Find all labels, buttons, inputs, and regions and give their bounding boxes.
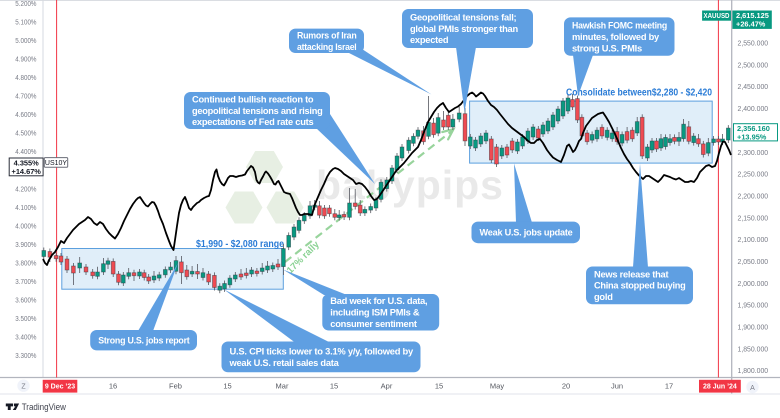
- svg-text:3.600%: 3.600%: [15, 298, 36, 305]
- svg-text:2,300.000: 2,300.000: [738, 150, 769, 157]
- svg-text:2,356.160: 2,356.160: [737, 124, 770, 133]
- svg-text:9 Dec ’23: 9 Dec ’23: [45, 384, 75, 391]
- svg-text:4.355%: 4.355%: [14, 158, 39, 167]
- svg-text:Z: Z: [21, 384, 26, 391]
- svg-text:4.400%: 4.400%: [15, 149, 36, 156]
- svg-text:5.100%: 5.100%: [15, 20, 36, 27]
- svg-text:Weak U.S. jobs update: Weak U.S. jobs update: [480, 228, 573, 238]
- svg-text:2,150.000: 2,150.000: [738, 215, 769, 222]
- svg-text:Apr: Apr: [381, 381, 393, 390]
- svg-text:2,050.000: 2,050.000: [738, 259, 769, 266]
- svg-text:3.700%: 3.700%: [15, 279, 36, 286]
- svg-text:4.900%: 4.900%: [15, 57, 36, 64]
- svg-text:4.100%: 4.100%: [15, 205, 36, 212]
- svg-text:20: 20: [562, 381, 570, 390]
- svg-text:Jun: Jun: [611, 381, 623, 390]
- svg-text:4.200%: 4.200%: [15, 186, 36, 193]
- svg-text:2,100.000: 2,100.000: [738, 237, 769, 244]
- svg-text:A: A: [750, 385, 755, 392]
- svg-text:5.000%: 5.000%: [15, 38, 36, 45]
- svg-text:1,900.000: 1,900.000: [738, 325, 769, 332]
- svg-text:Continued bullish reaction tog: Continued bullish reaction to geopolitica…: [192, 94, 323, 127]
- svg-text:3.800%: 3.800%: [15, 260, 36, 267]
- svg-text:+14.67%: +14.67%: [12, 167, 42, 176]
- svg-text:TradingView: TradingView: [22, 402, 67, 412]
- svg-text:babypips: babypips: [316, 162, 504, 208]
- svg-text:Feb: Feb: [169, 381, 182, 390]
- svg-text:2,615.125: 2,615.125: [736, 11, 769, 20]
- svg-text:17: 17: [665, 381, 673, 390]
- svg-text:Consolidate between$2,280 - $2: Consolidate between$2,280 - $2,420: [566, 88, 712, 99]
- svg-text:2,550.000: 2,550.000: [738, 41, 769, 48]
- svg-text:15: 15: [435, 381, 443, 390]
- svg-text:3.300%: 3.300%: [15, 353, 36, 360]
- svg-text:+26.47%: +26.47%: [736, 20, 766, 29]
- svg-text:4.700%: 4.700%: [15, 94, 36, 101]
- svg-text:2,000.000: 2,000.000: [738, 281, 769, 288]
- svg-text:4.800%: 4.800%: [15, 75, 36, 82]
- svg-text:16: 16: [109, 381, 117, 390]
- svg-text:2,400.000: 2,400.000: [738, 106, 769, 113]
- svg-text:5.200%: 5.200%: [15, 1, 36, 8]
- svg-text:15: 15: [330, 381, 338, 390]
- svg-text:1,850.000: 1,850.000: [738, 346, 769, 353]
- svg-text:3.900%: 3.900%: [15, 242, 36, 249]
- svg-text:4.500%: 4.500%: [15, 131, 36, 138]
- svg-text:Strong U.S. jobs report: Strong U.S. jobs report: [98, 336, 189, 346]
- svg-text:2,200.000: 2,200.000: [738, 193, 769, 200]
- svg-text:1,800.000: 1,800.000: [738, 368, 769, 375]
- svg-text:$1,990 - $2,080 range: $1,990 - $2,080 range: [196, 239, 284, 250]
- svg-text:Geopolitical tensions fall;glo: Geopolitical tensions fall; global PMIs s…: [410, 12, 518, 45]
- svg-text:2,450.000: 2,450.000: [738, 84, 769, 91]
- svg-text:U.S. CPI ticks lower to 3.1%: U.S. CPI ticks lower to 3.1% y/y, follow…: [229, 347, 415, 368]
- svg-text:15: 15: [223, 381, 231, 390]
- svg-text:3.500%: 3.500%: [15, 316, 36, 323]
- svg-text:28 Jun ’24: 28 Jun ’24: [703, 384, 737, 391]
- svg-text:1,950.000: 1,950.000: [738, 303, 769, 310]
- svg-text:2,250.000: 2,250.000: [738, 172, 769, 179]
- svg-text:3.400%: 3.400%: [15, 335, 36, 342]
- svg-text:2,500.000: 2,500.000: [738, 62, 769, 69]
- svg-text:4.600%: 4.600%: [15, 112, 36, 119]
- svg-text:Mar: Mar: [276, 381, 289, 390]
- svg-text:May: May: [490, 381, 504, 390]
- svg-text:Bad week for U.S. data,includi: Bad week for U.S. data, including ISM PMI…: [330, 296, 427, 329]
- svg-text:US10Y: US10Y: [45, 160, 68, 167]
- svg-text:4.000%: 4.000%: [15, 223, 36, 230]
- svg-text:+13.95%: +13.95%: [737, 132, 767, 141]
- svg-text:XAUUSD: XAUUSD: [704, 11, 730, 20]
